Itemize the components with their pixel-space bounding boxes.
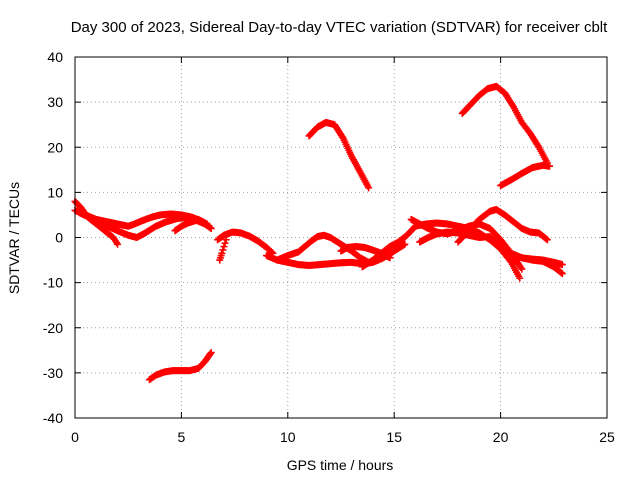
y-tick-label: 20 [47,139,63,155]
y-tick-label: -10 [43,275,63,291]
data-point [365,184,373,192]
data-point [218,249,226,257]
x-tick-label: 0 [71,429,79,445]
series-arc-11 [358,222,419,271]
y-axis-title: SDTVAR / TECUs [6,182,22,294]
x-tick-label: 5 [178,429,186,445]
x-axis-title: GPS time / hours [287,457,394,473]
y-tick-label: 30 [47,94,63,110]
y-tick-label: 0 [55,230,63,246]
y-tick-label: 10 [47,184,63,200]
grid [75,57,607,418]
x-axis-ticks: 0 5 10 15 20 25 [71,57,615,445]
series-arc-5 [145,349,215,384]
data-series [71,82,566,384]
y-tick-label: -30 [43,365,63,381]
data-point [401,240,409,248]
data-point [558,261,566,269]
series-arc-16 [454,206,551,246]
data-point [558,270,566,278]
series-arc-4 [171,216,215,235]
data-point [219,246,227,254]
data-point [207,349,215,357]
y-tick-label: -40 [43,410,63,426]
data-point [543,236,551,244]
data-point [206,350,214,358]
series-arc-7 [214,228,277,257]
data-point [516,274,524,282]
series-arc-19 [507,249,566,278]
data-point [221,239,229,247]
data-point [542,235,550,243]
x-tick-label: 15 [386,429,402,445]
data-point [338,133,346,141]
chart-title: Day 300 of 2023, Sidereal Day-to-day VTE… [71,19,608,36]
series-arc-3 [75,209,211,241]
y-tick-label: 40 [47,49,63,65]
series-arc-17 [458,82,551,167]
data-point [557,269,565,277]
data-point [114,240,122,248]
series-arc-12 [305,118,373,192]
data-point [207,224,215,232]
data-point [518,265,526,273]
data-point [546,162,554,170]
x-tick-label: 10 [280,429,296,445]
series-arc-18 [497,161,554,190]
data-point [386,254,394,262]
y-tick-label: -20 [43,320,63,336]
x-tick-label: 20 [493,429,509,445]
data-point [220,243,228,251]
x-tick-label: 25 [599,429,615,445]
y-axis-ticks: -40 -30 -20 -10 0 10 20 30 40 [43,49,607,426]
